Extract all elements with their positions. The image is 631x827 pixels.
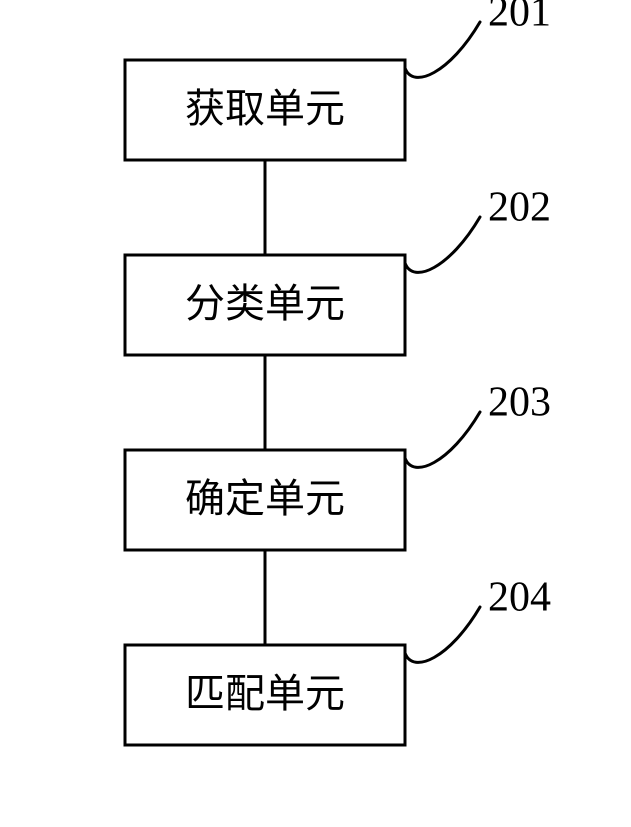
flow-node: 获取单元 201 bbox=[125, 0, 551, 160]
node-label: 获取单元 bbox=[185, 86, 345, 131]
flow-node: 确定单元 203 bbox=[125, 380, 551, 550]
callout-curve bbox=[405, 412, 480, 467]
callout-label: 201 bbox=[488, 0, 551, 36]
callout-curve bbox=[405, 217, 480, 272]
node-label: 确定单元 bbox=[185, 476, 345, 521]
node-label: 匹配单元 bbox=[185, 671, 345, 716]
node-label: 分类单元 bbox=[185, 281, 345, 326]
callout-curve bbox=[405, 22, 480, 77]
flow-node: 匹配单元 204 bbox=[125, 575, 551, 745]
callout-label: 204 bbox=[488, 575, 551, 621]
callout-label: 202 bbox=[488, 185, 551, 231]
flow-node: 分类单元 202 bbox=[125, 185, 551, 355]
callout-label: 203 bbox=[488, 380, 551, 426]
flowchart-canvas: 获取单元 201 分类单元 202 确定单元 203 匹配单元 204 bbox=[0, 0, 631, 827]
callout-curve bbox=[405, 607, 480, 662]
